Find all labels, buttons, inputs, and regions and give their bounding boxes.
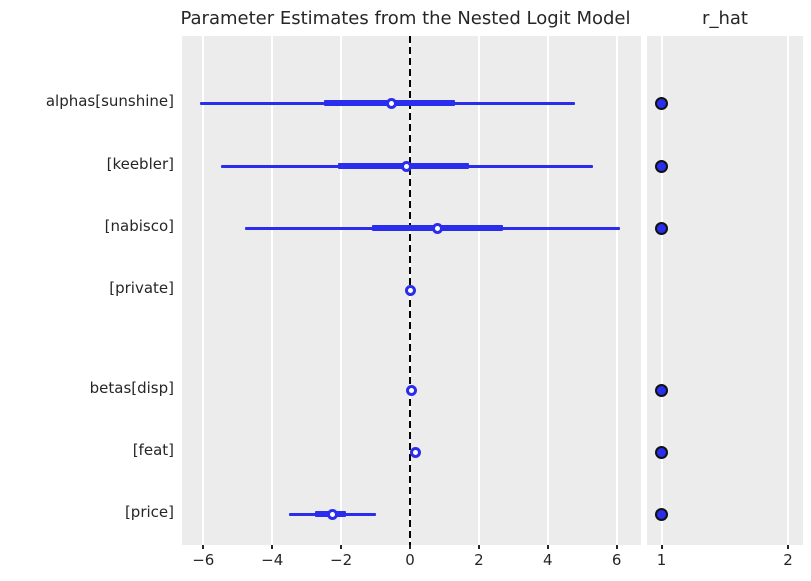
rhat-tick-label: 1 (656, 551, 667, 569)
rhat-panel (647, 36, 803, 545)
gridline (271, 36, 274, 545)
rhat-tick-mark (787, 545, 789, 549)
x-tick-label: −6 (192, 551, 215, 569)
x-tick-label: 6 (611, 551, 622, 569)
param-label: alphas[sunshine] (45, 92, 174, 110)
rhat-point (655, 221, 668, 235)
gridline (615, 36, 618, 545)
x-tick-label: −4 (261, 551, 284, 569)
gridline (202, 36, 205, 545)
x-tick-mark (615, 545, 618, 549)
x-tick-mark (202, 545, 205, 549)
forest-panel (182, 36, 641, 545)
rhat-point (655, 159, 668, 173)
param-label: [keebler] (106, 155, 174, 173)
param-label: betas[disp] (89, 379, 174, 397)
x-tick-mark (477, 545, 480, 549)
x-tick-label: −2 (330, 551, 353, 569)
gridline (477, 36, 480, 545)
rhat-point (655, 507, 668, 521)
chart-title: Parameter Estimates from the Nested Logi… (180, 8, 631, 29)
median-marker (405, 384, 417, 396)
median-marker (401, 160, 413, 172)
x-tick-label: 2 (474, 551, 484, 569)
x-tick-label: 0 (405, 551, 415, 569)
gridline (660, 36, 663, 545)
param-label: [price] (124, 503, 174, 521)
param-label: [feat] (132, 441, 174, 459)
param-label: [private] (109, 279, 174, 297)
rhat-point (655, 445, 668, 459)
x-tick-mark (409, 545, 411, 549)
rhat-point (655, 383, 668, 397)
rhat-panel-title: r_hat (702, 8, 748, 29)
gridline (546, 36, 549, 545)
rhat-tick-label: 2 (783, 551, 793, 569)
x-tick-mark (546, 545, 549, 549)
x-tick-label: 4 (543, 551, 553, 569)
median-marker (385, 97, 397, 109)
median-marker (404, 284, 416, 296)
param-label: [nabisco] (104, 217, 174, 235)
gridline (787, 36, 789, 545)
rhat-point (655, 96, 668, 110)
median-marker (409, 446, 421, 458)
median-marker (432, 222, 444, 234)
rhat-tick-mark (660, 545, 663, 549)
x-tick-mark (271, 545, 274, 549)
gridline (340, 36, 343, 545)
median-marker (326, 508, 338, 520)
x-tick-mark (340, 545, 343, 549)
